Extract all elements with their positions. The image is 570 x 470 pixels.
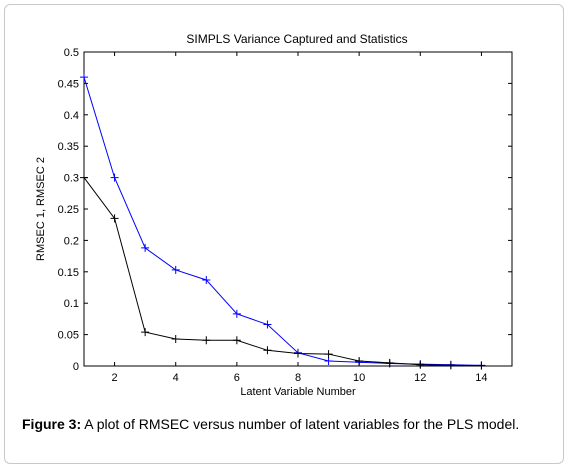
- series-2-marker: [232, 336, 241, 345]
- series-2-marker: [202, 336, 211, 345]
- x-axis-label: Latent Variable Number: [240, 386, 356, 398]
- y-tick-label: 0: [73, 361, 79, 373]
- series-2-marker: [263, 346, 272, 355]
- series-2-marker: [477, 361, 486, 370]
- series-2-marker: [416, 360, 425, 369]
- series-1-marker: [232, 309, 241, 318]
- series-2-marker: [294, 349, 302, 358]
- series-1-marker: [110, 173, 119, 182]
- y-tick-label: 0.15: [58, 267, 79, 279]
- series-1-marker: [202, 275, 211, 284]
- figure-caption: Figure 3: A plot of RMSEC versus number …: [22, 416, 552, 433]
- x-tick-label: 12: [414, 372, 426, 384]
- plot-area: [83, 51, 513, 367]
- series-2-line: [83, 177, 482, 367]
- chart-title: SIMPLS Variance Captured and Statistics: [186, 32, 407, 46]
- y-tick-label: 0.2: [64, 235, 79, 247]
- y-tick-label: 0.35: [58, 141, 79, 153]
- series-1-marker: [171, 265, 180, 274]
- y-tick-label: 0.4: [64, 110, 79, 122]
- y-tick-label: 0.05: [58, 330, 79, 342]
- figure-caption-text: A plot of RMSEC versus number of latent …: [81, 416, 520, 432]
- y-tick-label: 0.45: [58, 78, 79, 90]
- y-tick-label: 0.5: [64, 47, 79, 59]
- x-tick-label: 6: [234, 372, 240, 384]
- axis-ticks: 2 4 6 8 10 12 14 0 0.05 0.1 0.15 0.2 0.25 0.3 0.35 0.4 0…: [58, 47, 512, 384]
- series-1-marker: [141, 243, 150, 252]
- series-lines: [80, 73, 486, 370]
- series-2-marker: [324, 350, 333, 359]
- series-2-marker: [355, 356, 364, 365]
- y-tick-label: 0.25: [58, 204, 79, 216]
- rmsec-line-chart: SIMPLS Variance Captured and Statistics …: [35, 32, 513, 398]
- x-tick-label: 8: [295, 372, 301, 384]
- x-tick-label: 2: [112, 372, 118, 384]
- x-tick-label: 10: [353, 372, 365, 384]
- series-2-marker: [110, 214, 119, 223]
- x-tick-label: 14: [475, 372, 487, 384]
- series-1-marker: [263, 320, 272, 329]
- series-1-marker: [80, 73, 88, 82]
- y-tick-label: 0.3: [64, 173, 79, 185]
- series-2-marker: [80, 173, 88, 182]
- y-axis-label: RMSEC 1, RMSEC 2: [35, 157, 47, 261]
- series-2-marker: [171, 334, 180, 343]
- series-1-marker: [324, 356, 333, 365]
- series-2-marker: [141, 328, 150, 337]
- series-2-marker: [446, 361, 455, 370]
- y-tick-label: 0.1: [64, 298, 79, 310]
- series-2-marker: [385, 358, 394, 367]
- series-2: [80, 173, 486, 370]
- x-tick-label: 4: [173, 372, 179, 384]
- figure-caption-label: Figure 3:: [22, 416, 82, 432]
